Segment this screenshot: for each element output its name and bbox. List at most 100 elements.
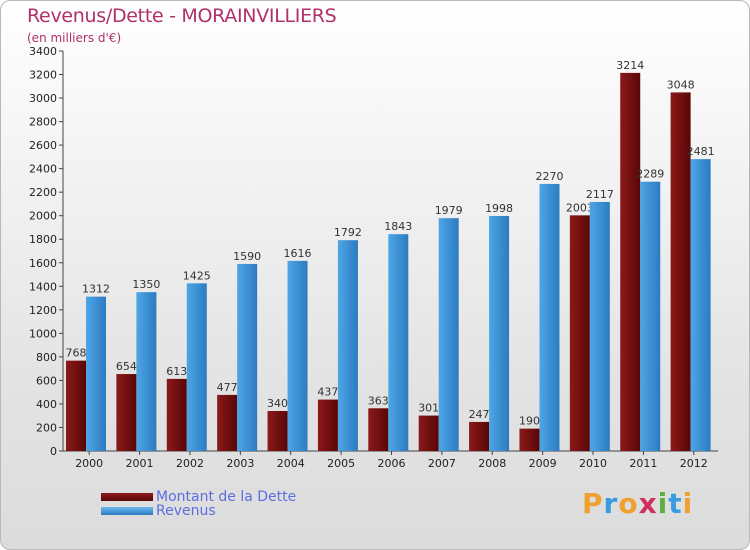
legend-swatch-revenue — [101, 507, 153, 515]
x-tick-label: 2004 — [277, 457, 305, 470]
y-tick-label: 2200 — [29, 186, 57, 199]
bar-debt — [66, 360, 86, 451]
data-label-revenue: 1998 — [485, 202, 513, 215]
data-label-revenue: 2270 — [535, 170, 563, 183]
data-label-debt: 2003 — [566, 201, 594, 214]
chart-title: Revenus/Dette - MORAINVILLIERS — [27, 5, 337, 27]
logo-letter: o — [618, 487, 639, 520]
y-tick-label: 2800 — [29, 116, 57, 129]
data-label-debt: 3048 — [667, 78, 695, 91]
y-tick-label: 400 — [36, 398, 57, 411]
legend-item-debt: Montant de la Dette — [101, 489, 296, 505]
data-label-debt: 477 — [217, 381, 238, 394]
bar-revenue — [388, 234, 409, 451]
legend-item-revenue: Revenus — [101, 503, 216, 519]
x-tick-label: 2005 — [327, 457, 355, 470]
bar-revenue — [489, 215, 510, 451]
data-label-debt: 768 — [66, 347, 87, 360]
data-label-debt: 247 — [469, 408, 490, 421]
bar-revenue — [640, 181, 661, 452]
x-tick-label: 2008 — [478, 457, 506, 470]
x-tick-label: 2003 — [226, 457, 254, 470]
logo-letter: i — [682, 487, 694, 520]
y-tick-label: 1600 — [29, 257, 57, 270]
bar-debt — [166, 378, 187, 451]
x-tick-label: 2009 — [529, 457, 557, 470]
data-label-debt: 613 — [166, 365, 187, 378]
data-label-revenue: 1616 — [284, 247, 312, 260]
data-label-revenue: 2117 — [586, 188, 614, 201]
data-label-debt: 3214 — [616, 59, 644, 72]
data-label-revenue: 1792 — [334, 226, 362, 239]
y-tick-label: 3400 — [29, 45, 57, 58]
data-label-revenue: 2481 — [687, 145, 715, 158]
data-label-debt: 363 — [368, 394, 389, 407]
bar-debt — [418, 415, 439, 451]
y-tick-label: 1200 — [29, 304, 57, 317]
bar-revenue — [287, 260, 308, 451]
data-label-revenue: 1843 — [384, 220, 412, 233]
data-label-revenue: 2289 — [636, 168, 664, 181]
data-label-revenue: 1312 — [82, 283, 110, 296]
y-tick-label: 2400 — [29, 163, 57, 176]
bar-debt — [267, 411, 288, 451]
x-tick-label: 2010 — [579, 457, 607, 470]
bar-debt — [317, 399, 338, 451]
bar-revenue — [589, 201, 610, 451]
bar-debt — [469, 421, 490, 451]
bar-debt — [519, 428, 540, 451]
y-tick-label: 2000 — [29, 210, 57, 223]
y-tick-label: 0 — [50, 445, 57, 458]
bar-debt — [368, 408, 389, 451]
bar-revenue — [186, 283, 207, 451]
logo-letter: P — [582, 487, 604, 520]
y-tick-label: 200 — [36, 421, 57, 434]
bar-revenue — [86, 296, 106, 451]
bar-debt — [569, 215, 590, 451]
bar-revenue — [237, 263, 258, 451]
x-tick-label: 2000 — [75, 457, 103, 470]
data-label-revenue: 1350 — [132, 278, 160, 291]
data-label-revenue: 1590 — [233, 250, 261, 263]
x-tick-label: 2012 — [680, 457, 708, 470]
data-label-debt: 190 — [519, 415, 540, 428]
y-tick-label: 2600 — [29, 139, 57, 152]
bar-revenue — [539, 183, 560, 452]
chart-subtitle: (en milliers d'€) — [27, 31, 122, 45]
data-label-revenue: 1979 — [435, 204, 463, 217]
y-tick-label: 1800 — [29, 233, 57, 246]
data-label-debt: 437 — [317, 386, 338, 399]
bar-debt — [670, 92, 691, 451]
data-label-debt: 340 — [267, 397, 288, 410]
x-tick-label: 2011 — [629, 457, 657, 470]
proxiti-logo: Proxiti — [582, 487, 693, 520]
legend-label-revenue: Revenus — [156, 503, 216, 519]
y-tick-label: 3000 — [29, 92, 57, 105]
logo-letter: i — [657, 487, 669, 520]
bar-debt — [116, 374, 137, 451]
y-tick-label: 3200 — [29, 69, 57, 82]
x-tick-label: 2006 — [378, 457, 406, 470]
legend-label-debt: Montant de la Dette — [156, 489, 297, 505]
bar-revenue — [136, 292, 157, 451]
y-tick-label: 800 — [36, 351, 57, 364]
data-label-revenue: 1425 — [183, 269, 211, 282]
x-tick-label: 2001 — [126, 457, 154, 470]
bar-revenue — [690, 159, 711, 451]
bar-revenue — [438, 218, 459, 451]
y-tick-label: 600 — [36, 374, 57, 387]
logo-letter: r — [603, 487, 619, 520]
x-tick-label: 2002 — [176, 457, 204, 470]
bar-debt — [217, 394, 238, 451]
bar-revenue — [337, 240, 358, 451]
logo-letter: t — [668, 487, 683, 520]
x-tick-label: 2007 — [428, 457, 456, 470]
data-label-debt: 301 — [418, 402, 439, 415]
y-tick-label: 1000 — [29, 327, 57, 340]
bar-debt — [620, 72, 641, 451]
data-label-debt: 654 — [116, 360, 137, 373]
legend-swatch-debt — [101, 493, 153, 501]
y-tick-label: 1400 — [29, 280, 57, 293]
logo-letter: x — [638, 487, 658, 520]
